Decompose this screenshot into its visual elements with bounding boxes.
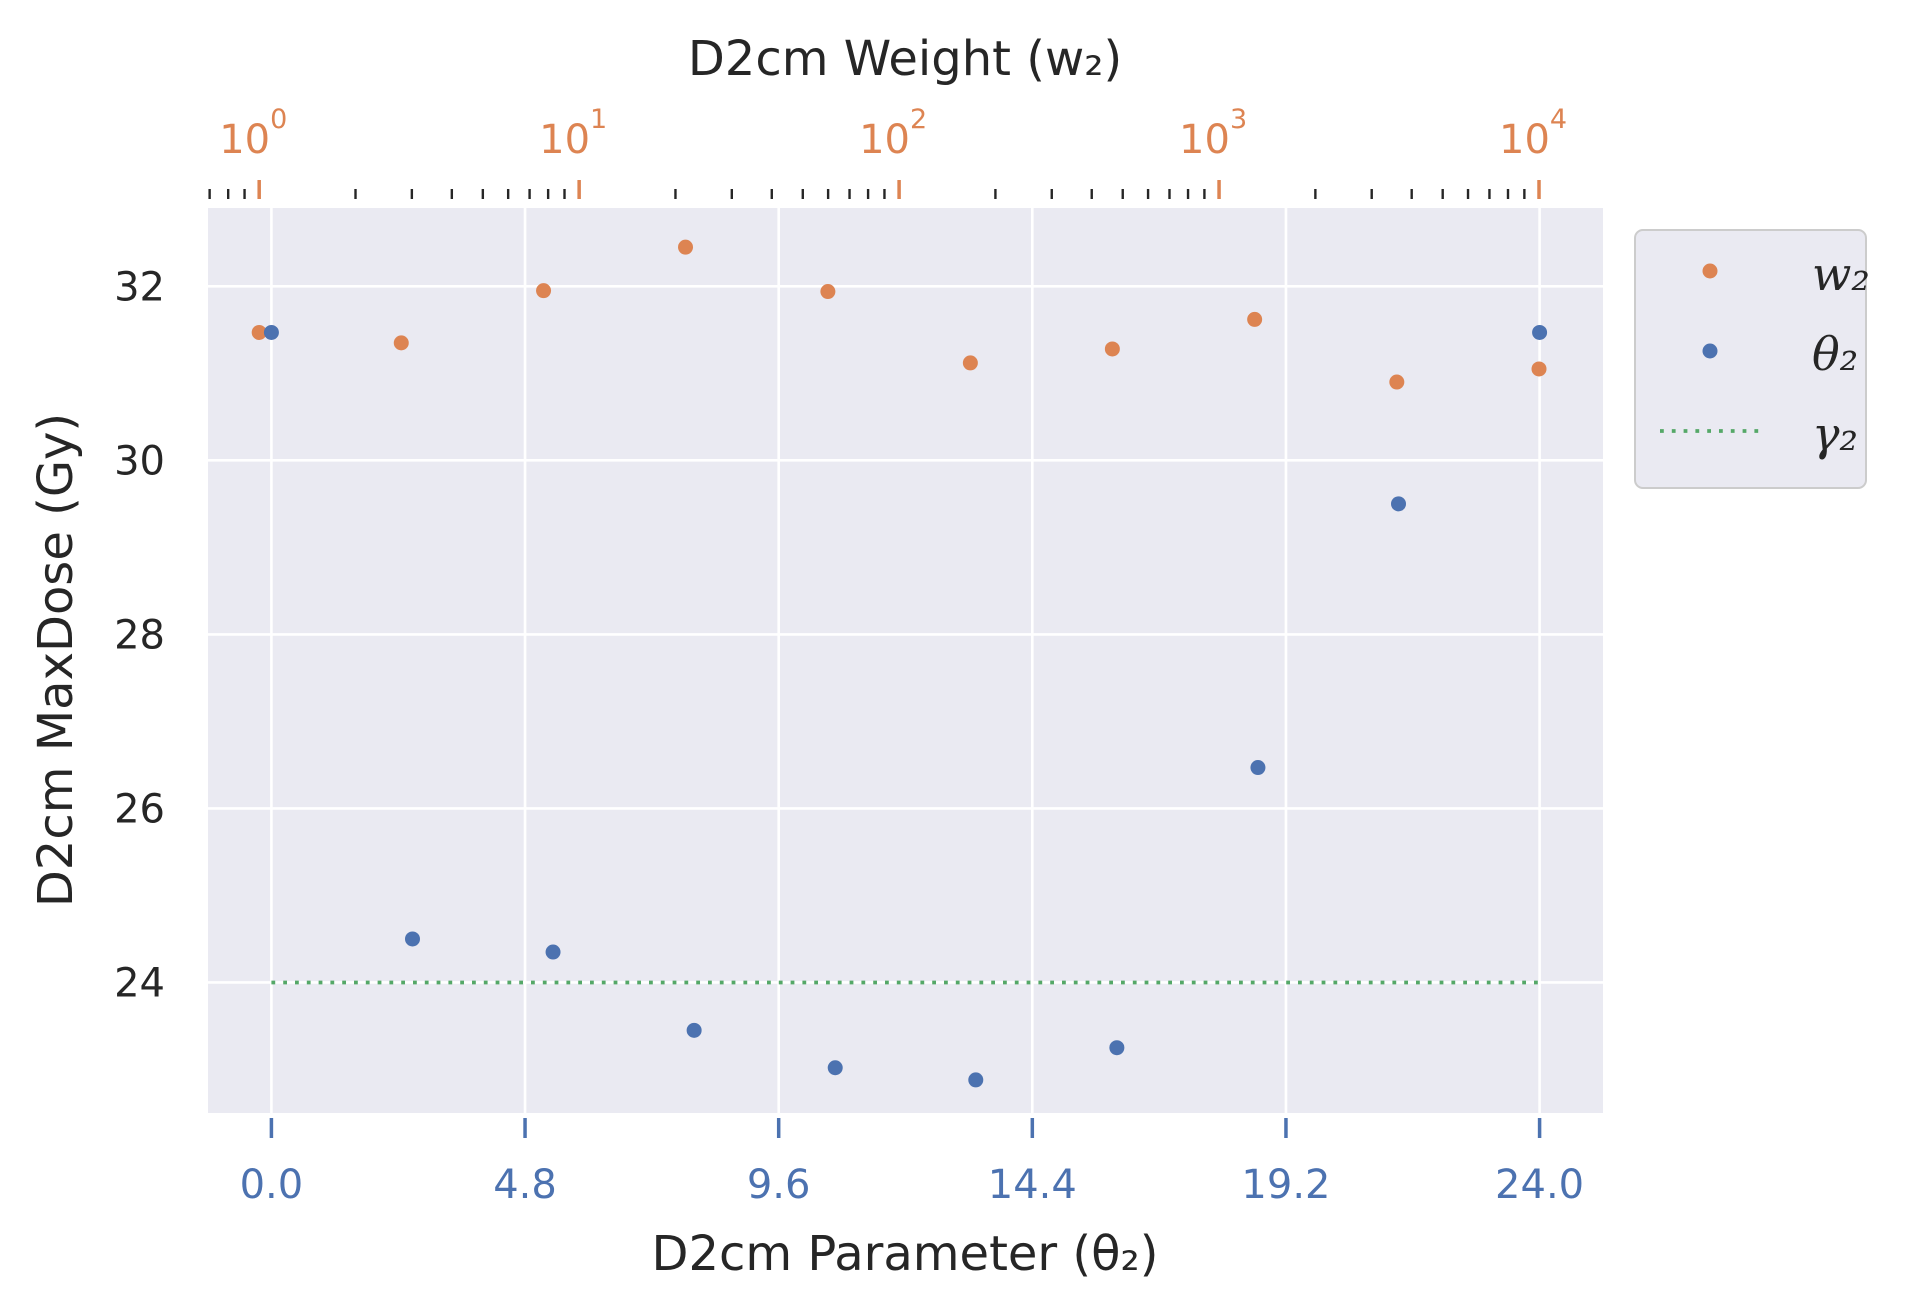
theta2-point <box>1532 324 1548 340</box>
w2-point <box>1531 361 1547 377</box>
w2-point <box>962 355 978 371</box>
legend-marker-w2 <box>1702 263 1718 279</box>
w2-point <box>1104 341 1120 357</box>
theta2-point <box>827 1060 843 1076</box>
y-tick-label: 24 <box>114 960 165 1006</box>
top-x-axis-label: D2cm Weight (w₂) <box>688 31 1122 87</box>
y-tick-label: 26 <box>114 786 165 832</box>
top-tick-label: 102 <box>859 104 927 163</box>
y-tick-label: 30 <box>114 438 165 484</box>
x-axis-label: D2cm Parameter (θ₂) <box>652 1226 1159 1282</box>
legend-marker-theta2 <box>1702 343 1718 359</box>
w2-point <box>1247 311 1263 327</box>
theta2-point <box>1391 496 1407 512</box>
grid-lines <box>208 208 1603 1113</box>
legend-label-gamma2: γ₂ <box>1812 407 1858 461</box>
y-tick-label: 28 <box>114 612 165 658</box>
w2-point <box>536 283 552 299</box>
top-tick-label: 103 <box>1179 104 1247 163</box>
w2-point <box>678 239 694 255</box>
legend-label-w2: w₂ <box>1812 247 1870 301</box>
theta2-point <box>686 1022 702 1038</box>
y-axis-label: D2cm MaxDose (Gy) <box>28 413 84 907</box>
x-tick-label: 9.6 <box>747 1162 811 1208</box>
top-tick-label: 104 <box>1499 104 1567 163</box>
legend: w₂ θ₂ γ₂ <box>1634 229 1870 489</box>
w2-point <box>393 335 409 351</box>
x-tick-label: 14.4 <box>988 1162 1077 1208</box>
x-tick-label: 24.0 <box>1495 1162 1584 1208</box>
legend-box <box>1634 229 1867 489</box>
theta2-point <box>1109 1040 1125 1056</box>
data-series <box>251 239 1548 1088</box>
top-tick-label: 100 <box>219 104 287 163</box>
w2-point <box>251 324 267 340</box>
top-x-axis: 100 101 102 103 104 <box>208 104 1567 199</box>
x-tick-label: 19.2 <box>1241 1162 1330 1208</box>
x-tick-label: 4.8 <box>493 1162 557 1208</box>
theta2-point <box>545 944 561 960</box>
w2-point <box>1389 374 1405 390</box>
theta2-point <box>968 1072 984 1088</box>
w2-point <box>820 284 836 300</box>
legend-label-theta2: θ₂ <box>1812 327 1858 381</box>
bottom-x-axis: 0.0 4.8 9.6 14.4 19.2 24.0 <box>240 1118 1584 1208</box>
y-tick-label: 32 <box>114 264 165 310</box>
theta2-point <box>1250 760 1266 776</box>
plot-area <box>208 208 1603 1113</box>
theta2-point <box>404 931 420 947</box>
x-tick-label: 0.0 <box>240 1162 304 1208</box>
y-axis: 24 26 28 30 32 <box>114 264 165 1006</box>
theta2-point <box>263 324 279 340</box>
top-tick-label: 101 <box>539 104 607 163</box>
